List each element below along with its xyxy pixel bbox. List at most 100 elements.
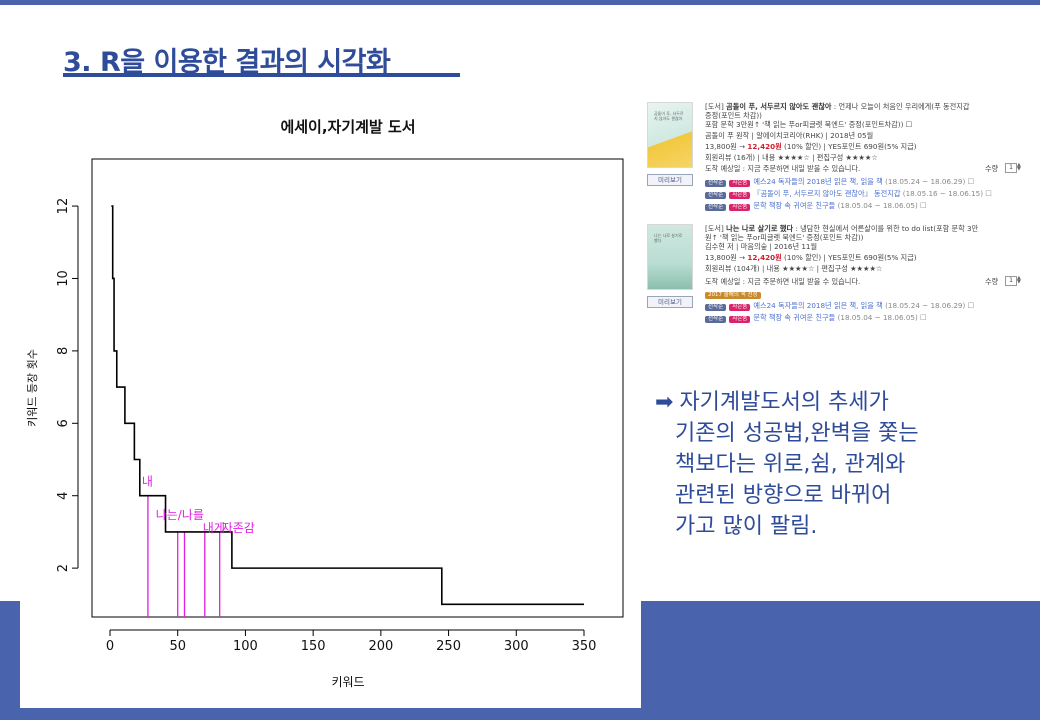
book-review-2: 회원리뷰 (104개) | 내용 ★★★★☆ | 편집구성 ★★★★☆ xyxy=(705,264,883,273)
qty-input-2[interactable]: 1 xyxy=(1005,276,1017,286)
book-delivery-1: 도착 예상일 : 지금 주문하면 내일 받을 수 있습니다. xyxy=(705,164,861,173)
event-date: (18.05.24 ~ 18.06.29) ☐ xyxy=(885,177,975,186)
qty-label-2: 수량 xyxy=(985,277,999,286)
cover-text-1: 곰돌이 푸, 서두르지 않아도 괜찮아 xyxy=(654,111,684,121)
x-tick-label: 200 xyxy=(368,639,393,654)
x-tick-label: 100 xyxy=(233,639,258,654)
event-link[interactable]: 예스24 독자들의 2018년 읽은 책, 읽을 책 xyxy=(753,177,883,186)
book-badge-row-2: 2017 올해의 책 선정 xyxy=(705,289,764,299)
chart-title: 에세이,자기계발 도서 xyxy=(280,118,415,136)
tag-first-come: 선착순 xyxy=(705,204,727,211)
book-title-line-1: [도서] 곰돌이 푸, 서두르지 않아도 괜찮아 : 언제나 오늘이 처음인 우… xyxy=(705,102,969,111)
y-axis: 2 4 6 8 10 12 xyxy=(56,198,79,572)
y-tick-label: 12 xyxy=(56,198,71,215)
book-subtitle-1: : 언제나 오늘이 처음인 우리에게(푸 동전지갑 xyxy=(833,102,970,111)
book-review-1: 회원리뷰 (16개) | 내용 ★★★★☆ | 편집구성 ★★★★☆ xyxy=(705,153,878,162)
book-subtitle-2: : 냉담한 현실에서 어른살이를 위한 to do list(포함 문학 3만 xyxy=(795,224,979,233)
plot-frame xyxy=(91,158,624,618)
tag-first-come: 선착순 xyxy=(705,304,727,311)
tag-gift: 사은품 xyxy=(729,204,751,211)
book-delivery-2: 도착 예상일 : 지금 주문하면 내일 받을 수 있습니다. xyxy=(705,277,861,286)
book-item-2: 나는 나로 살기로 했다 미리보기 [도서] 나는 나로 살기로 했다 : 냉담… xyxy=(643,222,1028,332)
tag-gift: 사은품 xyxy=(729,304,751,311)
book-title-line-2: [도서] 나는 나로 살기로 했다 : 냉담한 현실에서 어른살이를 위한 to… xyxy=(705,224,978,233)
qty-stepper-1[interactable]: ▲ ▼ xyxy=(1017,162,1021,172)
event-row-1-2: 선착순 사은품 『곰돌이 푸, 서두르지 않아도 괜찮아』 동전지갑 (18.05.… xyxy=(705,189,992,199)
slide-title: 3. R을 이용한 결과의 시각화 xyxy=(63,47,391,78)
summary-annotation: ➡ 자기계발도서의 추세가 기존의 성공법,완벽을 쫓는 책보다는 위로,쉼, 관… xyxy=(655,387,1035,542)
top-accent-strip xyxy=(0,0,1040,5)
event-date: (18.05.24 ~ 18.06.29) ☐ xyxy=(885,301,975,310)
tag-gift: 사은품 xyxy=(729,180,751,187)
x-tick-label: 50 xyxy=(169,639,186,654)
annotation-text-3: 책보다는 위로,쉼, 관계와 xyxy=(675,452,906,477)
book-cover-2[interactable]: 나는 나로 살기로 했다 xyxy=(647,224,693,290)
event-link[interactable]: 예스24 독자들의 2018년 읽은 책, 읽을 책 xyxy=(753,301,883,310)
price-original: 13,800원 → xyxy=(705,253,746,262)
event-row-1-3: 선착순 사은품 문학 책장 속 귀여운 친구들 (18.05.04 ~ 18.06.… xyxy=(705,201,927,211)
event-link[interactable]: 문학 책장 속 귀여운 친구들 xyxy=(753,313,836,322)
preview-button-1[interactable]: 미리보기 xyxy=(647,174,693,186)
arrow-right-icon: ➡ xyxy=(655,390,674,415)
tag-first-come: 선착순 xyxy=(705,316,727,323)
annotation-line-1: ➡ 자기계발도서의 추세가 xyxy=(655,387,1035,418)
tag-gift: 사은품 xyxy=(729,316,751,323)
book-title-link-2[interactable]: 나는 나로 살기로 했다 xyxy=(726,224,794,233)
book-line2-2: 원↑ '책 읽는 푸or피글렛 북엔드' 증정(포인트 차감)) xyxy=(705,233,864,242)
annotation-text-2: 기존의 성공법,완벽을 쫓는 xyxy=(675,421,919,446)
annotation-label: 내게 xyxy=(203,521,225,535)
y-tick-label: 8 xyxy=(56,347,71,355)
x-tick-label: 150 xyxy=(301,639,326,654)
annotation-label: 내 xyxy=(142,475,153,489)
title-prefix: [도서] xyxy=(705,224,724,233)
y-tick-label: 2 xyxy=(56,564,71,572)
y-tick-label: 4 xyxy=(56,492,71,500)
annotation-text-5: 가고 많이 팔림. xyxy=(675,514,818,539)
keyword-frequency-chart: 에세이,자기계발 도서 0 50 100 150 200 250 300 350 2 4 6 8 10… xyxy=(26,118,624,689)
book-line3-1: 포함 문학 3만원↑ '책 읽는 푸or피글렛 북엔드' 증정(포인트차감)) … xyxy=(705,120,913,129)
price-sale: 12,420원 xyxy=(747,253,782,262)
event-link[interactable]: 『곰돌이 푸, 서두르지 않아도 괜찮아』 동전지갑 xyxy=(753,189,901,198)
event-row-2-1: 선착순 사은품 예스24 독자들의 2018년 읽은 책, 읽을 책 (18.05.… xyxy=(705,301,974,311)
price-sale: 12,420원 xyxy=(747,142,782,151)
preview-button-2[interactable]: 미리보기 xyxy=(647,296,693,308)
y-axis-label: 키워드 등장 횟수 xyxy=(26,349,39,427)
book-author-1: 곰돌이 푸 원작 | 알에이치코리아(RHK) | 2018년 05월 xyxy=(705,131,874,140)
bookstore-listing: 곰돌이 푸, 서두르지 않아도 괜찮아 미리보기 [도서] 곰돌이 푸, 서두르… xyxy=(643,96,1028,332)
book-cover-1[interactable]: 곰돌이 푸, 서두르지 않아도 괜찮아 xyxy=(647,102,693,168)
tag-first-come: 선착순 xyxy=(705,192,727,199)
tag-first-come: 선착순 xyxy=(705,180,727,187)
x-axis: 0 50 100 150 200 250 300 350 xyxy=(106,629,596,654)
annotation-label: 나는/나를 xyxy=(156,508,204,522)
price-rest: (10% 할인) | YES포인트 690원(5% 지급) xyxy=(784,142,917,151)
event-link[interactable]: 문학 책장 속 귀여운 친구들 xyxy=(753,201,836,210)
series-line xyxy=(111,205,584,606)
event-date: (18.05.16 ~ 18.06.15) ☐ xyxy=(902,189,992,198)
event-row-2-2: 선착순 사은품 문학 책장 속 귀여운 친구들 (18.05.04 ~ 18.06.… xyxy=(705,313,927,323)
annotation-label: 자존감 xyxy=(222,521,255,535)
x-tick-label: 300 xyxy=(504,639,529,654)
x-tick-label: 0 xyxy=(106,639,114,654)
event-date: (18.05.04 ~ 18.06.05) ☐ xyxy=(837,313,927,322)
qty-input-1[interactable]: 1 xyxy=(1005,163,1017,173)
book-item-1: 곰돌이 푸, 서두르지 않아도 괜찮아 미리보기 [도서] 곰돌이 푸, 서두르… xyxy=(643,100,1028,218)
price-rest: (10% 할인) | YES포인트 690원(5% 지급) xyxy=(784,253,917,262)
book-price-2: 13,800원 → 12,420원 (10% 할인) | YES포인트 690원… xyxy=(705,253,917,262)
annotation-lines xyxy=(147,495,221,617)
book-price-1: 13,800원 → 12,420원 (10% 할인) | YES포인트 690원… xyxy=(705,142,917,151)
tag-gift: 사은품 xyxy=(729,192,751,199)
chart-panel: 에세이,자기계발 도서 0 50 100 150 200 250 300 350 2 4 6 8 10… xyxy=(20,87,641,708)
annotation-text-4: 관련된 방향으로 바뀌어 xyxy=(675,483,892,508)
book-title-link-1[interactable]: 곰돌이 푸, 서두르지 않아도 괜찮아 xyxy=(726,102,832,111)
x-tick-label: 250 xyxy=(436,639,461,654)
qty-stepper-2[interactable]: ▲ ▼ xyxy=(1017,275,1021,285)
event-date: (18.05.04 ~ 18.06.05) ☐ xyxy=(837,201,927,210)
title-prefix: [도서] xyxy=(705,102,724,111)
qty-label-1: 수량 xyxy=(985,164,999,173)
y-tick-label: 6 xyxy=(56,419,71,427)
x-axis-label: 키워드 xyxy=(331,675,364,689)
title-underline xyxy=(63,73,460,77)
award-badge: 2017 올해의 책 선정 xyxy=(705,292,761,299)
book-line2-1: 증정(포인트 차감)) xyxy=(705,111,762,120)
